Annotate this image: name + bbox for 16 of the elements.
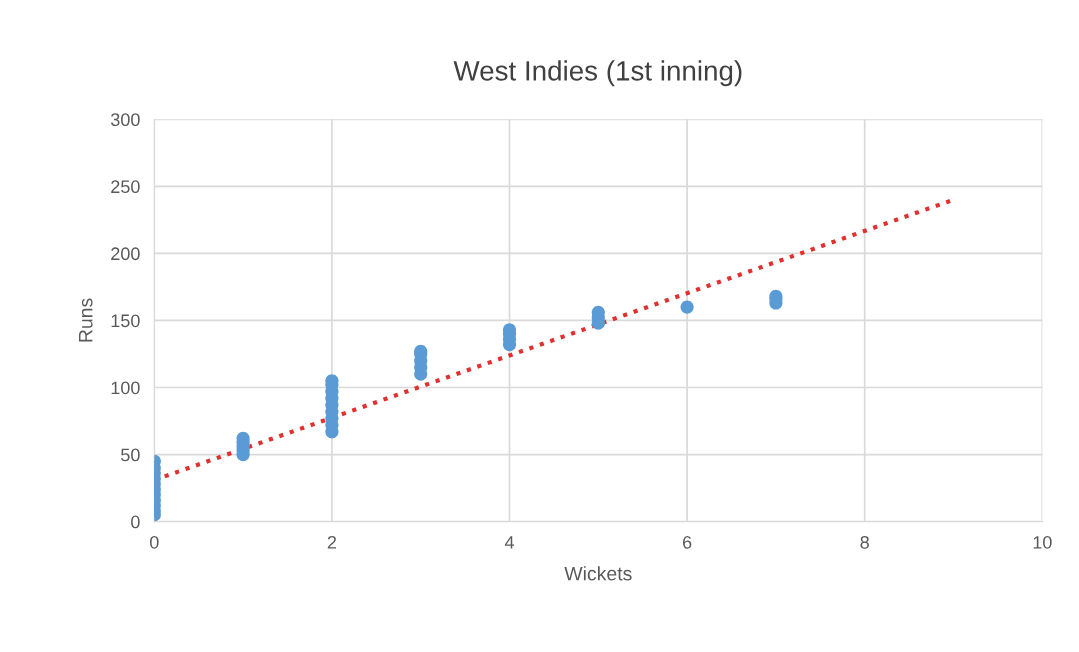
x-tick-label: 0 [149,535,159,549]
y-tick-label: 50 [121,448,140,462]
y-tick-label: 300 [110,113,140,127]
y-tick-label: 250 [111,180,140,194]
chart-title: West Indies (1st inning) [453,60,742,87]
x-axis-title: Wickets [564,566,632,581]
x-tick-label: 6 [683,535,692,549]
y-tick-label: 150 [111,314,140,328]
x-tick-label: 4 [504,536,514,549]
y-axis-title: Runs [78,298,93,342]
x-tick-label: 10 [1033,535,1052,549]
y-tick-label: 200 [111,247,140,261]
x-tick-label: 8 [860,535,869,549]
x-tick-label: 2 [327,535,337,549]
y-tick-label: 100 [111,381,140,395]
y-tick-label: 0 [131,515,140,529]
